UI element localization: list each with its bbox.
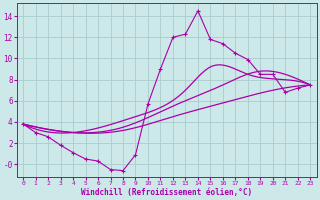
X-axis label: Windchill (Refroidissement éolien,°C): Windchill (Refroidissement éolien,°C) [81, 188, 252, 197]
